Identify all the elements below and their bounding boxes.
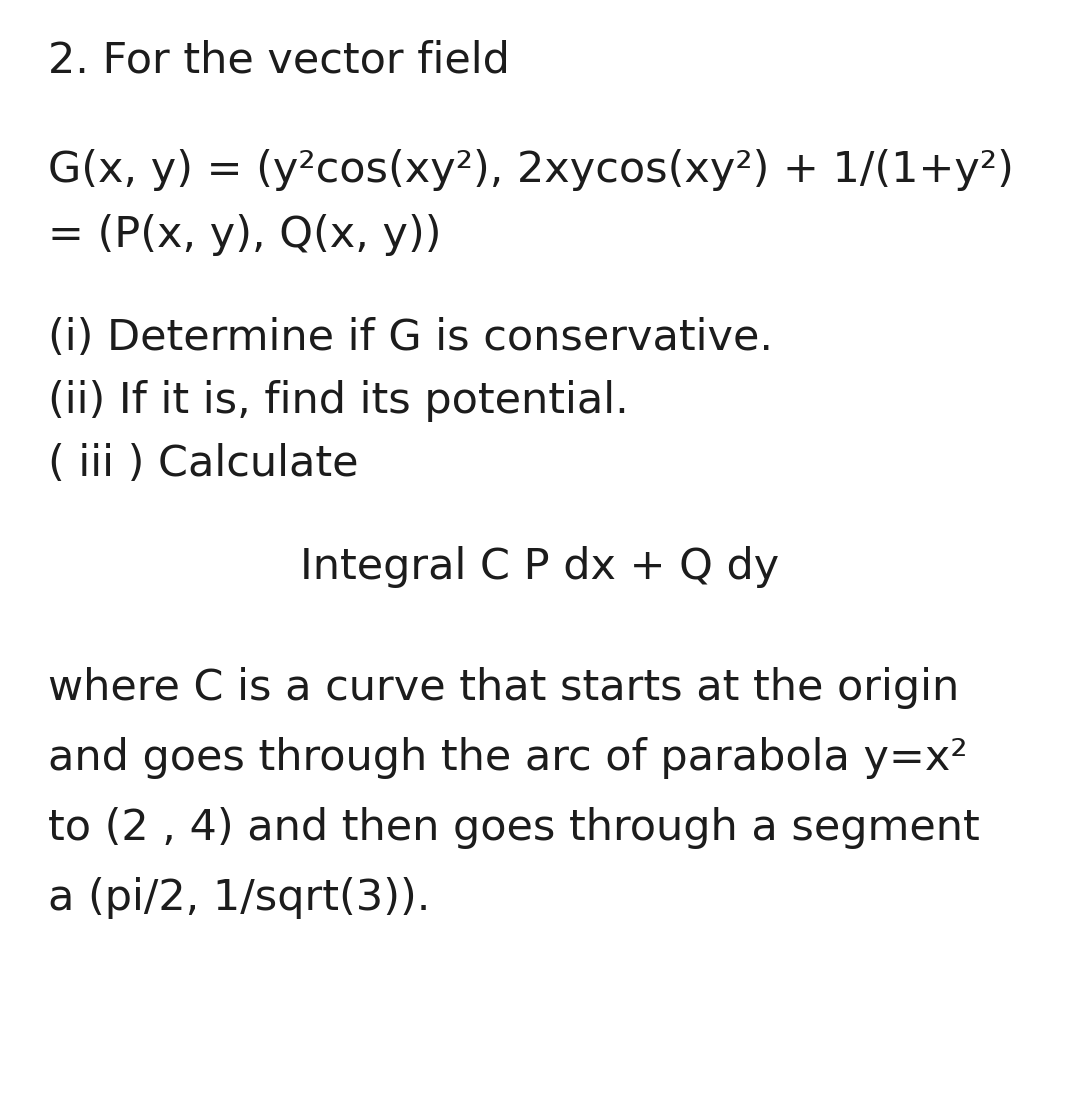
Text: (i) Determine if G is conservative.: (i) Determine if G is conservative. — [48, 318, 772, 359]
Text: Integral C P dx + Q dy: Integral C P dx + Q dy — [300, 546, 780, 588]
Text: = (P(x, y), Q(x, y)): = (P(x, y), Q(x, y)) — [48, 214, 441, 256]
Text: (ii) If it is, find its potential.: (ii) If it is, find its potential. — [48, 380, 629, 422]
Text: ( iii ) Calculate: ( iii ) Calculate — [48, 443, 359, 485]
Text: G(x, y) = (y²cos(xy²), 2xycos(xy²) + 1/(1+y²): G(x, y) = (y²cos(xy²), 2xycos(xy²) + 1/(… — [48, 149, 1013, 191]
Text: and goes through the arc of parabola y=x²: and goes through the arc of parabola y=x… — [48, 737, 968, 779]
Text: a (pi/2, 1/sqrt(3)).: a (pi/2, 1/sqrt(3)). — [48, 877, 430, 919]
Text: where C is a curve that starts at the origin: where C is a curve that starts at the or… — [48, 667, 959, 709]
Text: to (2 , 4) and then goes through a segment: to (2 , 4) and then goes through a segme… — [48, 807, 980, 848]
Text: 2. For the vector field: 2. For the vector field — [48, 40, 510, 81]
